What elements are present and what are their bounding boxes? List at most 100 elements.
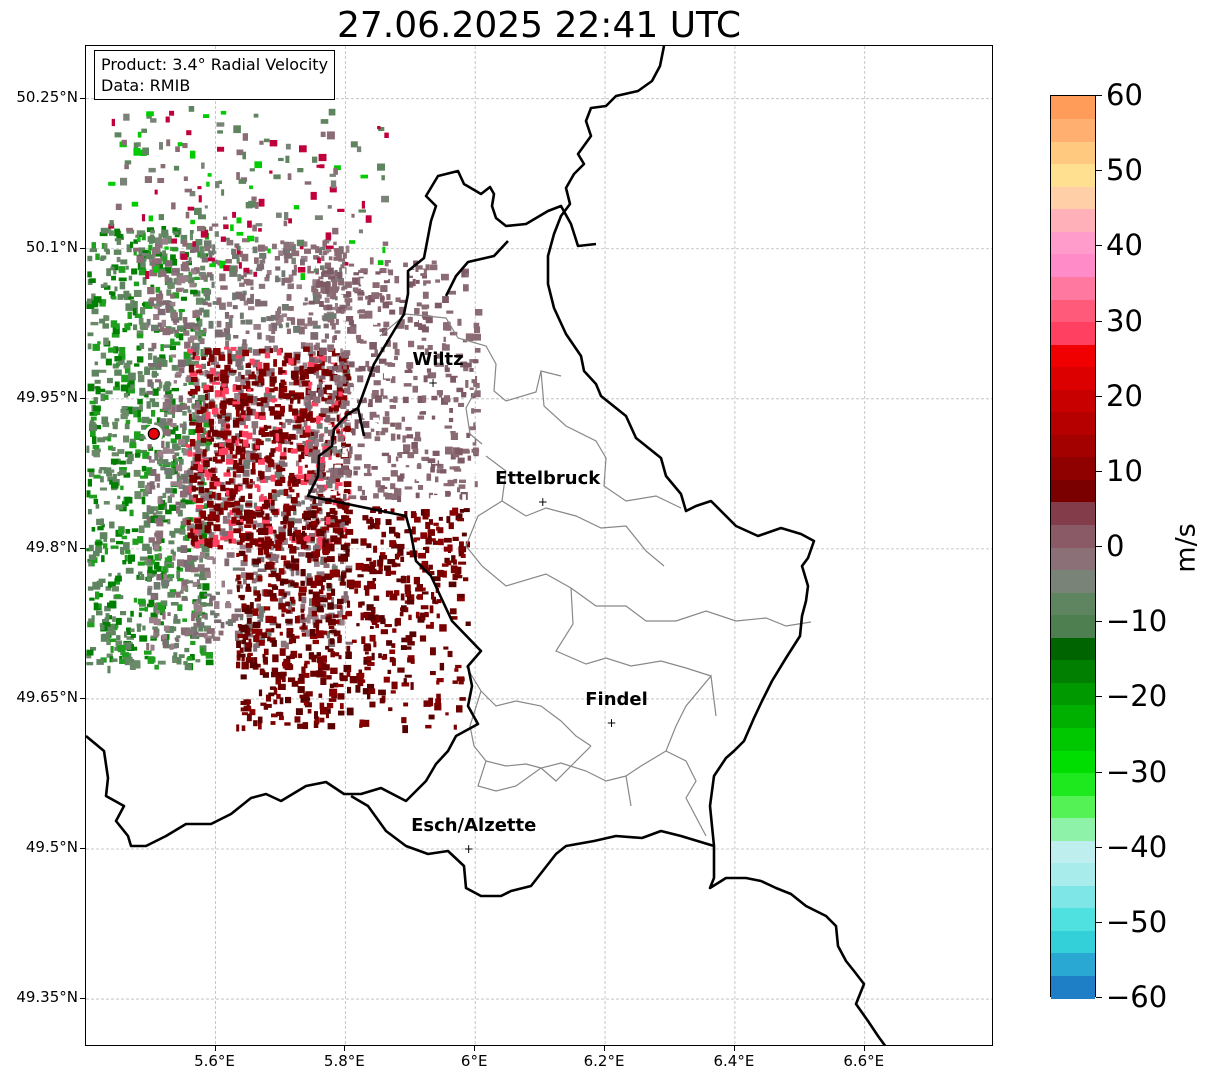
- radar-echo: [290, 317, 296, 325]
- radar-echo: [154, 517, 163, 524]
- radar-echo: [87, 343, 92, 350]
- radar-echo: [118, 528, 122, 535]
- radar-echo: [354, 419, 361, 424]
- radar-map[interactable]: ++++: [86, 46, 993, 1046]
- radar-echo: [236, 585, 240, 593]
- radar-echo: [133, 142, 139, 151]
- radar-echo: [89, 423, 97, 431]
- radar-echo: [290, 637, 297, 644]
- radar-echo: [189, 370, 198, 377]
- radar-echo: [111, 296, 117, 300]
- radar-echo: [244, 662, 249, 668]
- lat-tick-label: 50.1°N: [25, 237, 78, 256]
- radar-echo: [182, 317, 188, 324]
- radar-echo: [294, 376, 299, 383]
- colorbar-segment: [1051, 276, 1095, 300]
- radar-echo: [394, 276, 400, 284]
- radar-echo: [92, 581, 101, 590]
- radar-echo: [214, 390, 221, 398]
- radar-echo: [171, 411, 175, 418]
- radar-echo: [182, 240, 188, 247]
- radar-echo: [452, 680, 458, 684]
- radar-echo: [271, 372, 275, 377]
- radar-echo: [154, 453, 159, 461]
- radar-echo: [203, 240, 212, 248]
- radar-echo: [209, 377, 214, 382]
- radar-echo: [212, 636, 221, 641]
- radar-echo: [112, 473, 117, 481]
- radar-echo: [111, 452, 120, 457]
- radar-echo: [322, 287, 330, 294]
- radar-echo: [268, 335, 275, 343]
- radar-echo: [147, 379, 153, 387]
- radar-echo: [175, 501, 181, 506]
- radar-echo: [180, 525, 185, 531]
- radar-echo: [240, 379, 246, 387]
- radar-echo: [101, 243, 106, 249]
- radar-echo: [337, 598, 344, 605]
- radar-echo: [326, 399, 335, 405]
- colorbar-segment: [1051, 366, 1095, 390]
- radar-echo: [227, 589, 233, 595]
- colorbar-segment: [1051, 141, 1095, 165]
- radar-echo: [268, 316, 272, 321]
- lat-tick-label: 49.65°N: [16, 687, 78, 706]
- radar-echo: [243, 267, 250, 274]
- radar-echo: [278, 603, 286, 610]
- radar-echo: [269, 170, 273, 174]
- radar-echo: [183, 559, 188, 568]
- radar-echo: [432, 450, 440, 456]
- radar-echo: [278, 250, 284, 256]
- radar-echo: [407, 348, 413, 356]
- radar-echo: [356, 673, 364, 681]
- radar-echo: [87, 621, 95, 628]
- radar-echo: [465, 621, 471, 626]
- radar-echo: [170, 354, 177, 358]
- map-panel[interactable]: + + + +: [85, 45, 993, 1046]
- radar-echo: [450, 565, 458, 574]
- radar-echo: [133, 324, 138, 331]
- radar-echo: [407, 599, 415, 605]
- radar-echo: [179, 310, 183, 319]
- radar-echo: [220, 400, 228, 404]
- radar-echo: [308, 346, 315, 354]
- radar-echo: [310, 536, 315, 542]
- radar-echo: [288, 605, 293, 609]
- radar-echo: [249, 168, 255, 172]
- radar-echo: [149, 656, 156, 663]
- radar-echo: [301, 666, 306, 674]
- radar-echo: [378, 615, 385, 622]
- radar-echo: [126, 360, 133, 365]
- radar-echo: [172, 319, 180, 323]
- radar-echo: [158, 214, 164, 221]
- radar-echo: [474, 481, 478, 488]
- radar-echo: [283, 447, 287, 455]
- radar-echo: [265, 615, 274, 623]
- radar-echo: [285, 143, 291, 150]
- radar-echo: [348, 450, 352, 458]
- radar-echo: [431, 260, 437, 265]
- radar-echo: [345, 641, 353, 645]
- colorbar-tick-label: 50: [1106, 153, 1143, 188]
- radar-echo: [237, 245, 241, 251]
- radar-echo: [182, 403, 187, 409]
- radar-echo: [131, 201, 139, 207]
- radar-echo: [274, 404, 281, 408]
- radar-echo: [149, 269, 158, 277]
- radar-echo: [99, 232, 108, 237]
- canton-border: [469, 690, 632, 807]
- radar-echo: [373, 560, 377, 567]
- colorbar-segment: [1051, 389, 1095, 413]
- radar-echo: [434, 600, 439, 605]
- radar-echo: [299, 694, 305, 699]
- radar-echo: [90, 321, 99, 326]
- radar-echo: [197, 464, 203, 473]
- radar-echo: [262, 653, 266, 658]
- radar-echo: [208, 457, 213, 462]
- radar-echo: [141, 302, 147, 306]
- radar-echo: [296, 535, 304, 540]
- radar-echo: [205, 393, 209, 401]
- radar-echo: [165, 304, 171, 310]
- radar-echo: [86, 654, 92, 659]
- radar-echo: [195, 422, 203, 429]
